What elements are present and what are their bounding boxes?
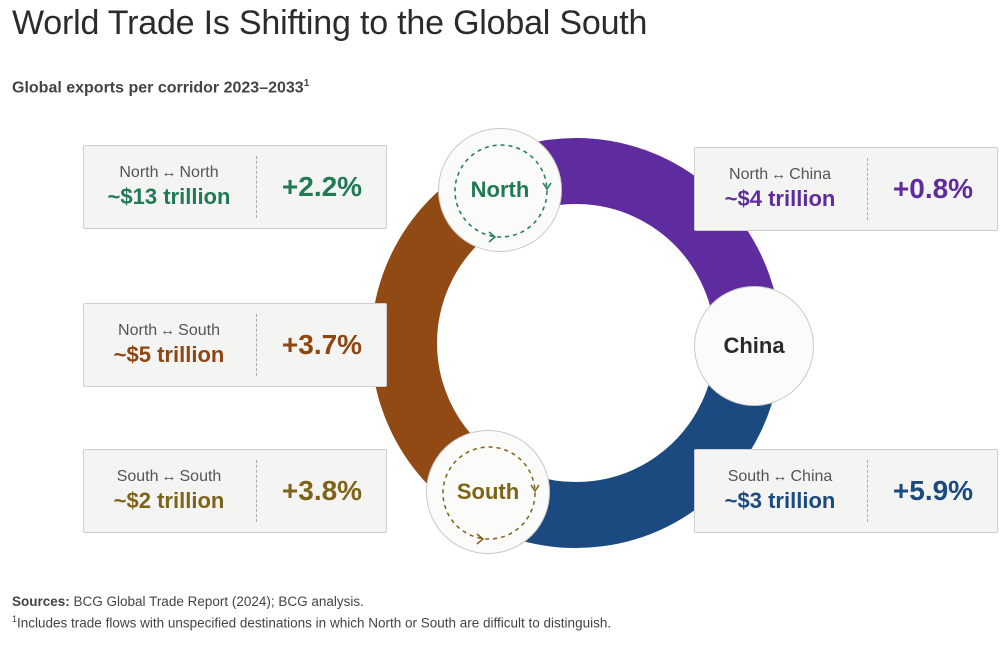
node-label: South [456, 479, 520, 504]
corridor-value: ~$5 trillion [113, 342, 225, 367]
corridor-to: China [789, 166, 831, 183]
corridor-card-south-china: South ↔ China ~$3 trillion +5.9% [694, 449, 998, 533]
corridor-to: North [179, 164, 219, 181]
corridor-growth: +2.2% [281, 171, 363, 202]
corridor-growth: +5.9% [892, 475, 974, 506]
node-north: North [438, 128, 562, 252]
footnote: 1Includes trade flows with unspecified d… [12, 614, 611, 631]
subtitle-text: Global exports per corridor 2023–2033 [12, 79, 304, 97]
corridor-pair: North ↔ China [729, 166, 831, 184]
node-label: North [470, 177, 530, 202]
bidirectional-arrow-icon: ↔ [160, 322, 176, 339]
sources-label: Sources: [12, 594, 70, 609]
corridor-pair: South ↔ China [728, 468, 833, 486]
node-south: South [426, 430, 550, 554]
footnote-text: Includes trade flows with unspecified de… [17, 615, 612, 631]
dashed-divider [867, 460, 868, 522]
corridor-pair: North ↔ North [119, 164, 218, 182]
dashed-divider [256, 460, 257, 522]
corridor-pair: North ↔ South [118, 322, 220, 340]
corridor-card-north-china: North ↔ China ~$4 trillion +0.8% [694, 147, 998, 231]
corridor-to: China [790, 468, 833, 485]
dashed-divider [867, 158, 868, 220]
corridor-card-north-north: North ↔ North ~$13 trillion +2.2% [83, 145, 387, 229]
corridor-value: ~$4 trillion [724, 186, 836, 211]
chart-subtitle: Global exports per corridor 2023–20331 [12, 78, 309, 97]
corridor-card-north-south: North ↔ South ~$5 trillion +3.7% [83, 303, 387, 387]
sources-note: Sources: BCG Global Trade Report (2024);… [12, 594, 364, 609]
sources-text: BCG Global Trade Report (2024); BCG anal… [69, 594, 364, 609]
node-china: China [694, 286, 814, 406]
corridor-from: North [119, 164, 159, 181]
corridor-value: ~$2 trillion [113, 488, 225, 513]
corridor-pair: South ↔ South [117, 468, 222, 486]
corridor-from: North [729, 166, 769, 183]
subtitle-footnote-mark: 1 [303, 78, 310, 89]
bidirectional-arrow-icon: ↔ [161, 468, 177, 485]
corridor-growth: +3.8% [281, 475, 363, 506]
corridor-to: South [178, 322, 220, 339]
corridor-growth: +0.8% [892, 173, 974, 204]
dashed-divider [256, 156, 257, 218]
dashed-divider [256, 314, 257, 376]
corridor-from: South [116, 468, 159, 485]
corridor-card-south-south: South ↔ South ~$2 trillion +3.8% [83, 449, 387, 533]
chart-title: World Trade Is Shifting to the Global So… [12, 4, 648, 42]
footnote-mark: 1 [12, 614, 18, 624]
bidirectional-arrow-icon: ↔ [161, 164, 177, 181]
corridor-growth: +3.7% [281, 329, 363, 360]
bidirectional-arrow-icon: ↔ [771, 166, 787, 183]
bidirectional-arrow-icon: ↔ [772, 468, 788, 485]
cycle-arrows-icon [442, 446, 540, 545]
corridor-from: South [727, 468, 770, 485]
node-label: China [723, 333, 785, 358]
cycle-arrows-icon [454, 144, 552, 243]
corridor-value: ~$3 trillion [724, 488, 836, 513]
corridor-from: North [118, 322, 158, 339]
corridor-to: South [179, 468, 222, 485]
corridor-value: ~$13 trillion [107, 184, 231, 209]
